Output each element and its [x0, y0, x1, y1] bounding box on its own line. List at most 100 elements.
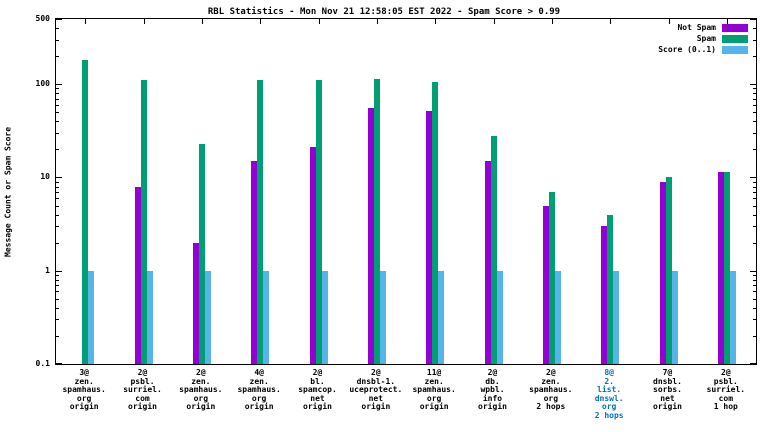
bar-spam — [373, 78, 380, 364]
bar-not-spam — [192, 242, 199, 364]
y-minor-tick — [753, 335, 756, 337]
bar-spam — [490, 135, 497, 364]
y-tick-label: 100 — [35, 79, 50, 89]
y-minor-tick — [56, 181, 59, 183]
y-minor-tick — [56, 93, 59, 95]
y-minor-tick — [753, 198, 756, 200]
y-major-tick — [56, 19, 62, 20]
y-tick-label: 0.1 — [35, 359, 50, 368]
plot-area: Not Spam Spam Score (0..1) — [55, 18, 757, 365]
category-label: 11@ zen. spamhaus. org origin — [412, 368, 456, 411]
y-minor-tick — [753, 121, 756, 123]
bar-score-0-1- — [671, 270, 678, 364]
bar-spam — [432, 82, 439, 364]
bar-not-spam — [251, 161, 258, 364]
category-label: 2@ psbl. surriel. com 1 hop — [706, 368, 746, 411]
bar-score-0-1- — [554, 270, 561, 364]
y-tick-label: 10 — [40, 172, 50, 182]
chart-title: RBL Statistics - Mon Nov 21 12:58:05 EST… — [207, 7, 561, 17]
legend-label: Not Spam — [677, 23, 716, 32]
y-major-tick — [56, 84, 62, 86]
legend-label: Score (0..1) — [658, 45, 716, 54]
y-minor-tick — [56, 56, 59, 58]
y-minor-tick — [753, 214, 756, 216]
bar-not-spam — [484, 161, 491, 364]
x-tick — [435, 19, 437, 24]
bar-not-spam — [542, 205, 549, 364]
y-minor-tick — [56, 335, 59, 337]
category-label: 2@ bl. spamcop. net origin — [298, 368, 337, 411]
y-minor-tick — [56, 291, 59, 293]
y-minor-tick — [753, 279, 756, 281]
y-major-tick — [750, 270, 756, 272]
bar-spam — [548, 191, 555, 364]
y-minor-tick — [753, 149, 756, 151]
y-minor-tick — [753, 191, 756, 193]
bar-score-0-1- — [613, 270, 620, 364]
y-minor-tick — [753, 285, 756, 287]
y-minor-tick — [56, 226, 59, 228]
y-minor-tick — [56, 285, 59, 287]
y-minor-tick — [753, 132, 756, 134]
y-minor-tick — [56, 279, 59, 281]
y-minor-tick — [753, 186, 756, 188]
x-tick — [668, 19, 670, 24]
bar-spam — [607, 214, 614, 364]
y-minor-tick — [56, 298, 59, 300]
y-minor-tick — [753, 39, 756, 41]
y-minor-tick — [56, 121, 59, 123]
y-minor-tick — [56, 39, 59, 41]
y-minor-tick — [753, 104, 756, 106]
category-label: 3@ zen. spamhaus. org origin — [62, 368, 106, 411]
bar-score-0-1- — [438, 270, 445, 364]
y-minor-tick — [753, 112, 756, 114]
y-minor-tick — [56, 191, 59, 193]
legend-swatch — [722, 34, 748, 43]
bar-not-spam — [134, 186, 141, 364]
y-minor-tick — [56, 28, 59, 30]
y-minor-tick — [753, 56, 756, 58]
bar-score-0-1- — [379, 270, 386, 364]
x-tick — [318, 19, 320, 24]
x-tick — [726, 19, 728, 24]
y-minor-tick — [753, 298, 756, 300]
legend-swatch — [722, 23, 748, 32]
y-minor-tick — [753, 307, 756, 309]
bar-score-0-1- — [321, 270, 328, 364]
y-major-tick — [56, 270, 62, 272]
y-major-tick — [56, 177, 62, 179]
y-minor-tick — [56, 319, 59, 321]
y-minor-tick — [56, 214, 59, 216]
bar-score-0-1- — [729, 270, 736, 364]
bar-score-0-1- — [146, 270, 153, 364]
bar-spam — [257, 80, 264, 364]
y-major-tick — [750, 363, 756, 364]
bar-spam — [723, 171, 730, 364]
bar-score-0-1- — [496, 270, 503, 364]
y-minor-tick — [56, 98, 59, 100]
y-minor-tick — [753, 242, 756, 244]
bar-spam — [140, 80, 147, 364]
x-tick — [143, 19, 145, 24]
y-minor-tick — [753, 93, 756, 95]
x-tick — [551, 19, 553, 24]
y-minor-tick — [56, 104, 59, 106]
category-label: 2@ zen. spamhaus. org origin — [179, 368, 223, 411]
y-tick-label: 1 — [45, 265, 50, 275]
legend-item: Spam — [697, 34, 748, 43]
y-minor-tick — [753, 226, 756, 228]
legend-swatch — [722, 45, 748, 54]
bar-spam — [198, 143, 205, 364]
category-label: 2@ psbl. surriel. com origin — [123, 368, 162, 411]
x-tick — [610, 19, 612, 24]
bar-not-spam — [717, 171, 724, 364]
y-minor-tick — [56, 307, 59, 309]
bar-not-spam — [659, 181, 666, 364]
bar-spam — [315, 80, 322, 364]
legend-item: Not Spam — [677, 23, 748, 32]
category-label: 2@ dnsbl-1. uceprotect. net origin — [349, 368, 403, 411]
bar-score-0-1- — [263, 270, 270, 364]
y-minor-tick — [56, 186, 59, 188]
y-minor-tick — [56, 149, 59, 151]
